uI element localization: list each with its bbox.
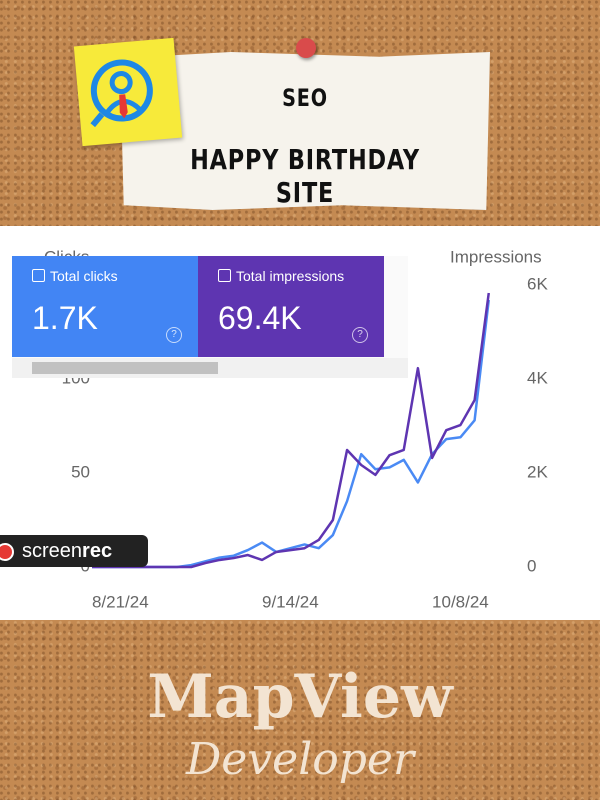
checkbox[interactable] (32, 269, 45, 282)
logo (90, 59, 153, 128)
metric-label: Total impressions (236, 268, 345, 284)
record-dot (0, 543, 14, 561)
y2-tick-label: 6K (527, 274, 548, 293)
help-icon[interactable]: ? (166, 327, 182, 343)
sticky-note (73, 37, 183, 147)
metric-label: Total clicks (50, 268, 118, 284)
pin (296, 38, 316, 58)
metric-card[interactable]: Total clicks 1.7K ? (12, 256, 198, 357)
y2-tick-label: 2K (527, 462, 548, 481)
y-tick-label: 50 (71, 462, 90, 481)
note-subtitle: HAPPY BIRTHDAY SITE (190, 143, 420, 209)
scrollbar[interactable] (12, 358, 408, 378)
series-line (92, 292, 490, 569)
metric-value: 69.4K (218, 300, 302, 336)
recorder-text-bold: rec (82, 540, 113, 562)
tagline: Developer (185, 734, 414, 785)
y2-tick-label: 0 (527, 556, 536, 575)
y2-tick-label: 4K (527, 368, 548, 387)
axis-title: Impressions (450, 247, 542, 266)
x-tick-label: 10/8/24 (432, 592, 489, 611)
metrics-bar: Total clicks 1.7K ? Total impressions 69… (12, 256, 408, 378)
recorder-text: screen (22, 540, 83, 562)
x-tick-label: 8/21/24 (92, 592, 149, 611)
brand: MapView (147, 662, 453, 732)
help-icon[interactable]: ? (352, 327, 368, 343)
x-tick-label: 9/14/24 (262, 592, 319, 611)
metric-value: 1.7K (32, 300, 98, 336)
metric-card[interactable]: Total impressions 69.4K ? (198, 256, 384, 357)
recorder-badge: screenrec (0, 535, 148, 567)
note-title: SEO (282, 84, 328, 112)
checkbox[interactable] (218, 269, 231, 282)
scroll-thumb[interactable] (32, 362, 218, 374)
